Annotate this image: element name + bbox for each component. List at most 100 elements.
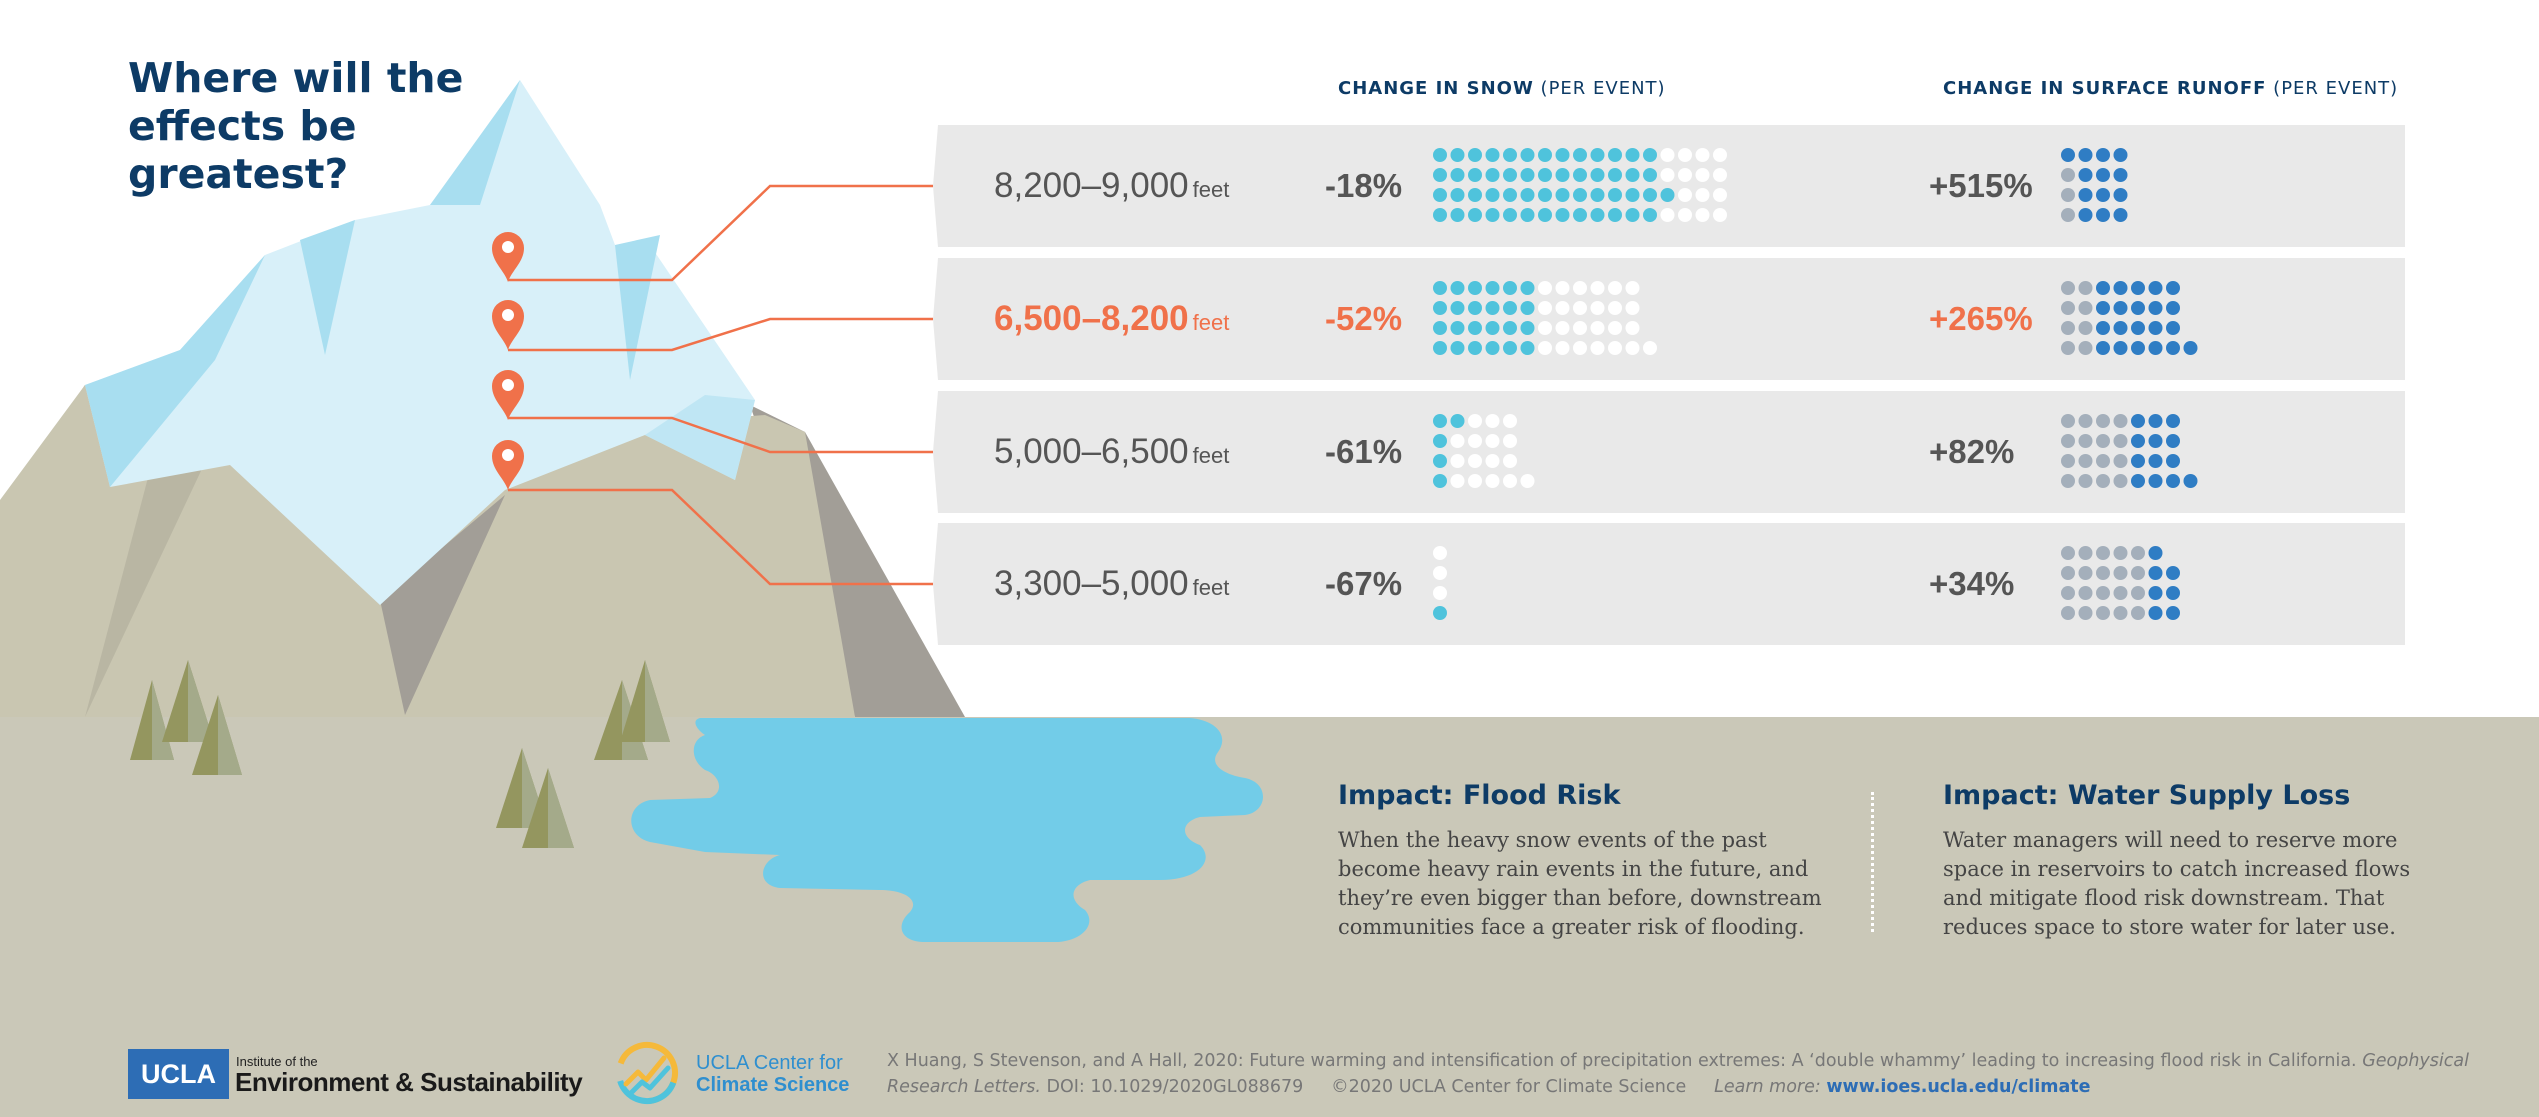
runoff-dot-increase [2131,341,2145,355]
leader-line [508,184,933,282]
snow-dot-filled [1590,168,1605,182]
runoff-dot-increase [2078,148,2093,162]
runoff-dot-increase [2113,168,2128,182]
elevation-band-bg [933,523,2405,645]
runoff-dot-baseline [2061,281,2075,295]
impact-water-title: Impact: Water Supply Loss [1943,780,2351,811]
ucla-logo[interactable]: UCLA [128,1049,229,1099]
lake [631,718,1264,942]
rock-shadow-2 [85,420,225,717]
snow-dot-empty [1433,566,1447,580]
runoff-dot-grid [2061,148,2128,222]
snow-dot-filled [1468,301,1482,315]
runoff-dot-increase [2148,606,2163,620]
location-pin-icon [492,370,524,420]
elevation-band-bg [933,391,2405,513]
learn-more-link[interactable]: www.ioes.ucla.edu/climate [1826,1077,2091,1097]
runoff-dot-baseline [2096,474,2110,488]
snow-dot-filled [1625,208,1640,222]
elevation-unit: feet [1192,177,1230,202]
snow-dot-empty [1555,301,1570,315]
snow-dot-empty [1450,434,1465,448]
snow-dot-empty [1573,321,1587,335]
snow-dot-empty [1713,168,1727,182]
snow-dot-empty [1503,434,1517,448]
snow-dot-empty [1678,208,1692,222]
snow-dot-filled [1538,208,1552,222]
impact-flood-text: When the heavy snow events of the past b… [1338,828,1822,939]
citation: X Huang, S Stevenson, and A Hall, 2020: … [887,1048,2507,1100]
snow-dot-filled [1573,168,1587,182]
location-pin-icon [492,300,524,350]
runoff-dot-increase [2166,474,2180,488]
runoff-dot-baseline [2113,546,2128,560]
impact-flood-title: Impact: Flood Risk [1338,780,1621,811]
snow-dot-filled [1433,188,1447,202]
runoff-dot-increase [2061,148,2075,162]
runoff-dot-baseline [2061,341,2075,355]
runoff-dot-baseline [2131,606,2145,620]
snow-dot-filled [1503,341,1517,355]
snow-change-value: -52% [1325,300,1403,337]
snow-dot-empty [1713,188,1727,202]
snow-dot-filled [1485,168,1500,182]
runoff-dot-increase [2131,434,2145,448]
runoff-dot-baseline [2131,566,2145,580]
runoff-dot-baseline [2061,454,2075,468]
ccs-name-line2: Climate Science [696,1074,850,1096]
snow-dot-filled [1520,341,1535,355]
location-pin-icon [492,232,524,282]
snow-dot-filled [1555,188,1570,202]
elevation-range-label: 6,500–8,200 feet [994,294,1229,344]
snow-dot-empty [1695,148,1710,162]
citation-doi[interactable]: DOI: 10.1029/2020GL088679 [1046,1077,1304,1097]
runoff-dot-increase [2166,341,2180,355]
leader-lines [508,184,933,586]
ice-accent [300,220,355,355]
snow-dot-empty [1503,414,1517,428]
elevation-range-value: 8,200–9,000 [994,166,1189,205]
snow-dot-filled [1608,148,1622,162]
runoff-dot-increase [2131,301,2145,315]
snow-dot-filled [1450,321,1465,335]
snow-dot-filled [1433,321,1447,335]
runoff-dot-grid [2061,546,2180,620]
rock-shadow [380,495,505,715]
snow-dot-filled [1590,188,1605,202]
snow-dot-filled [1520,301,1535,315]
snow-dot-filled [1433,341,1447,355]
location-pin-icon [492,440,524,490]
runoff-dot-increase [2096,148,2110,162]
runoff-dot-increase [2113,341,2128,355]
runoff-dot-baseline [2078,454,2093,468]
runoff-dot-baseline [2096,606,2110,620]
climate-science-logo-icon[interactable] [612,1038,682,1108]
snow-dot-empty [1678,168,1692,182]
snow-dot-grid [1433,414,1535,488]
runoff-dot-increase [2148,474,2163,488]
snow-dot-filled [1520,281,1535,295]
snow-dot-empty [1573,301,1587,315]
runoff-dot-baseline [2096,454,2110,468]
snow-dot-filled [1433,454,1447,468]
tree-cluster-left [130,660,242,775]
runoff-dot-baseline [2078,301,2093,315]
runoff-dot-increase [2131,321,2145,335]
snow-dot-empty [1590,301,1605,315]
runoff-dot-increase [2096,208,2110,222]
runoff-dot-increase [2148,321,2163,335]
snow-dot-filled [1450,208,1465,222]
runoff-dot-baseline [2113,586,2128,600]
runoff-dot-increase [2148,546,2163,560]
snow-dot-filled [1450,148,1465,162]
snow-dot-empty [1468,434,1482,448]
ice-accent [645,395,755,480]
runoff-dot-baseline [2061,414,2075,428]
runoff-dot-increase [2166,414,2180,428]
snow-dot-empty [1608,321,1622,335]
runoff-dot-baseline [2113,414,2128,428]
snow-dot-filled [1468,208,1482,222]
runoff-dot-increase [2113,148,2128,162]
snow-dot-filled [1485,281,1500,295]
elevation-range-label: 5,000–6,500 feet [994,427,1229,477]
